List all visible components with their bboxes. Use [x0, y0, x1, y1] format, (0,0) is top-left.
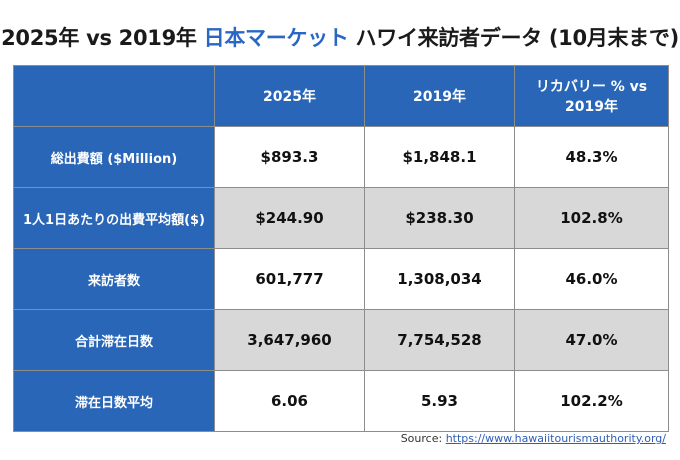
source-link[interactable]: https://www.hawaiitourismauthority.org/: [445, 432, 666, 445]
cell-2019: $238.30: [364, 187, 515, 249]
cell-2025: 6.06: [214, 370, 365, 432]
header-2025: 2025年: [214, 65, 365, 127]
table-header-row: 2025年 2019年 リカバリー % vs 2019年: [13, 65, 669, 127]
page-title: 2025年 vs 2019年 日本マーケット ハワイ来訪者データ (10月末まで…: [0, 22, 680, 62]
source-note: Source: https://www.hawaiitourismauthori…: [401, 432, 666, 445]
cell-2025: $893.3: [214, 126, 365, 188]
title-part-1: 2025年 vs 2019年: [1, 26, 204, 50]
table-row: 来訪者数 601,777 1,308,034 46.0%: [13, 248, 669, 310]
cell-recovery: 48.3%: [514, 126, 669, 188]
table-row: 合計滞在日数 3,647,960 7,754,528 47.0%: [13, 309, 669, 371]
cell-2019: 5.93: [364, 370, 515, 432]
visitor-data-table: 2025年 2019年 リカバリー % vs 2019年 総出費額 ($Mill…: [13, 65, 669, 432]
cell-2025: $244.90: [214, 187, 365, 249]
row-label-visitors: 来訪者数: [13, 248, 215, 310]
cell-2019: 1,308,034: [364, 248, 515, 310]
cell-2019: 7,754,528: [364, 309, 515, 371]
table-row: 総出費額 ($Million) $893.3 $1,848.1 48.3%: [13, 126, 669, 188]
header-2019: 2019年: [364, 65, 515, 127]
title-market-accent: 日本マーケット: [203, 26, 349, 50]
cell-recovery: 102.2%: [514, 370, 669, 432]
title-part-2: ハワイ来訪者データ (10月末まで): [348, 26, 680, 50]
row-label-daily-spending: 1人1日あたりの出費平均額($): [13, 187, 215, 249]
cell-2025: 3,647,960: [214, 309, 365, 371]
header-corner-cell: [13, 65, 215, 127]
cell-2019: $1,848.1: [364, 126, 515, 188]
cell-recovery: 47.0%: [514, 309, 669, 371]
row-label-total-spending: 総出費額 ($Million): [13, 126, 215, 188]
cell-2025: 601,777: [214, 248, 365, 310]
source-label: Source:: [400, 432, 446, 445]
row-label-total-days: 合計滞在日数: [13, 309, 215, 371]
cell-recovery: 102.8%: [514, 187, 669, 249]
table-row: 滞在日数平均 6.06 5.93 102.2%: [13, 370, 669, 432]
table-row: 1人1日あたりの出費平均額($) $244.90 $238.30 102.8%: [13, 187, 669, 249]
header-recovery: リカバリー % vs 2019年: [514, 65, 669, 127]
cell-recovery: 46.0%: [514, 248, 669, 310]
row-label-average-stay: 滞在日数平均: [13, 370, 215, 432]
